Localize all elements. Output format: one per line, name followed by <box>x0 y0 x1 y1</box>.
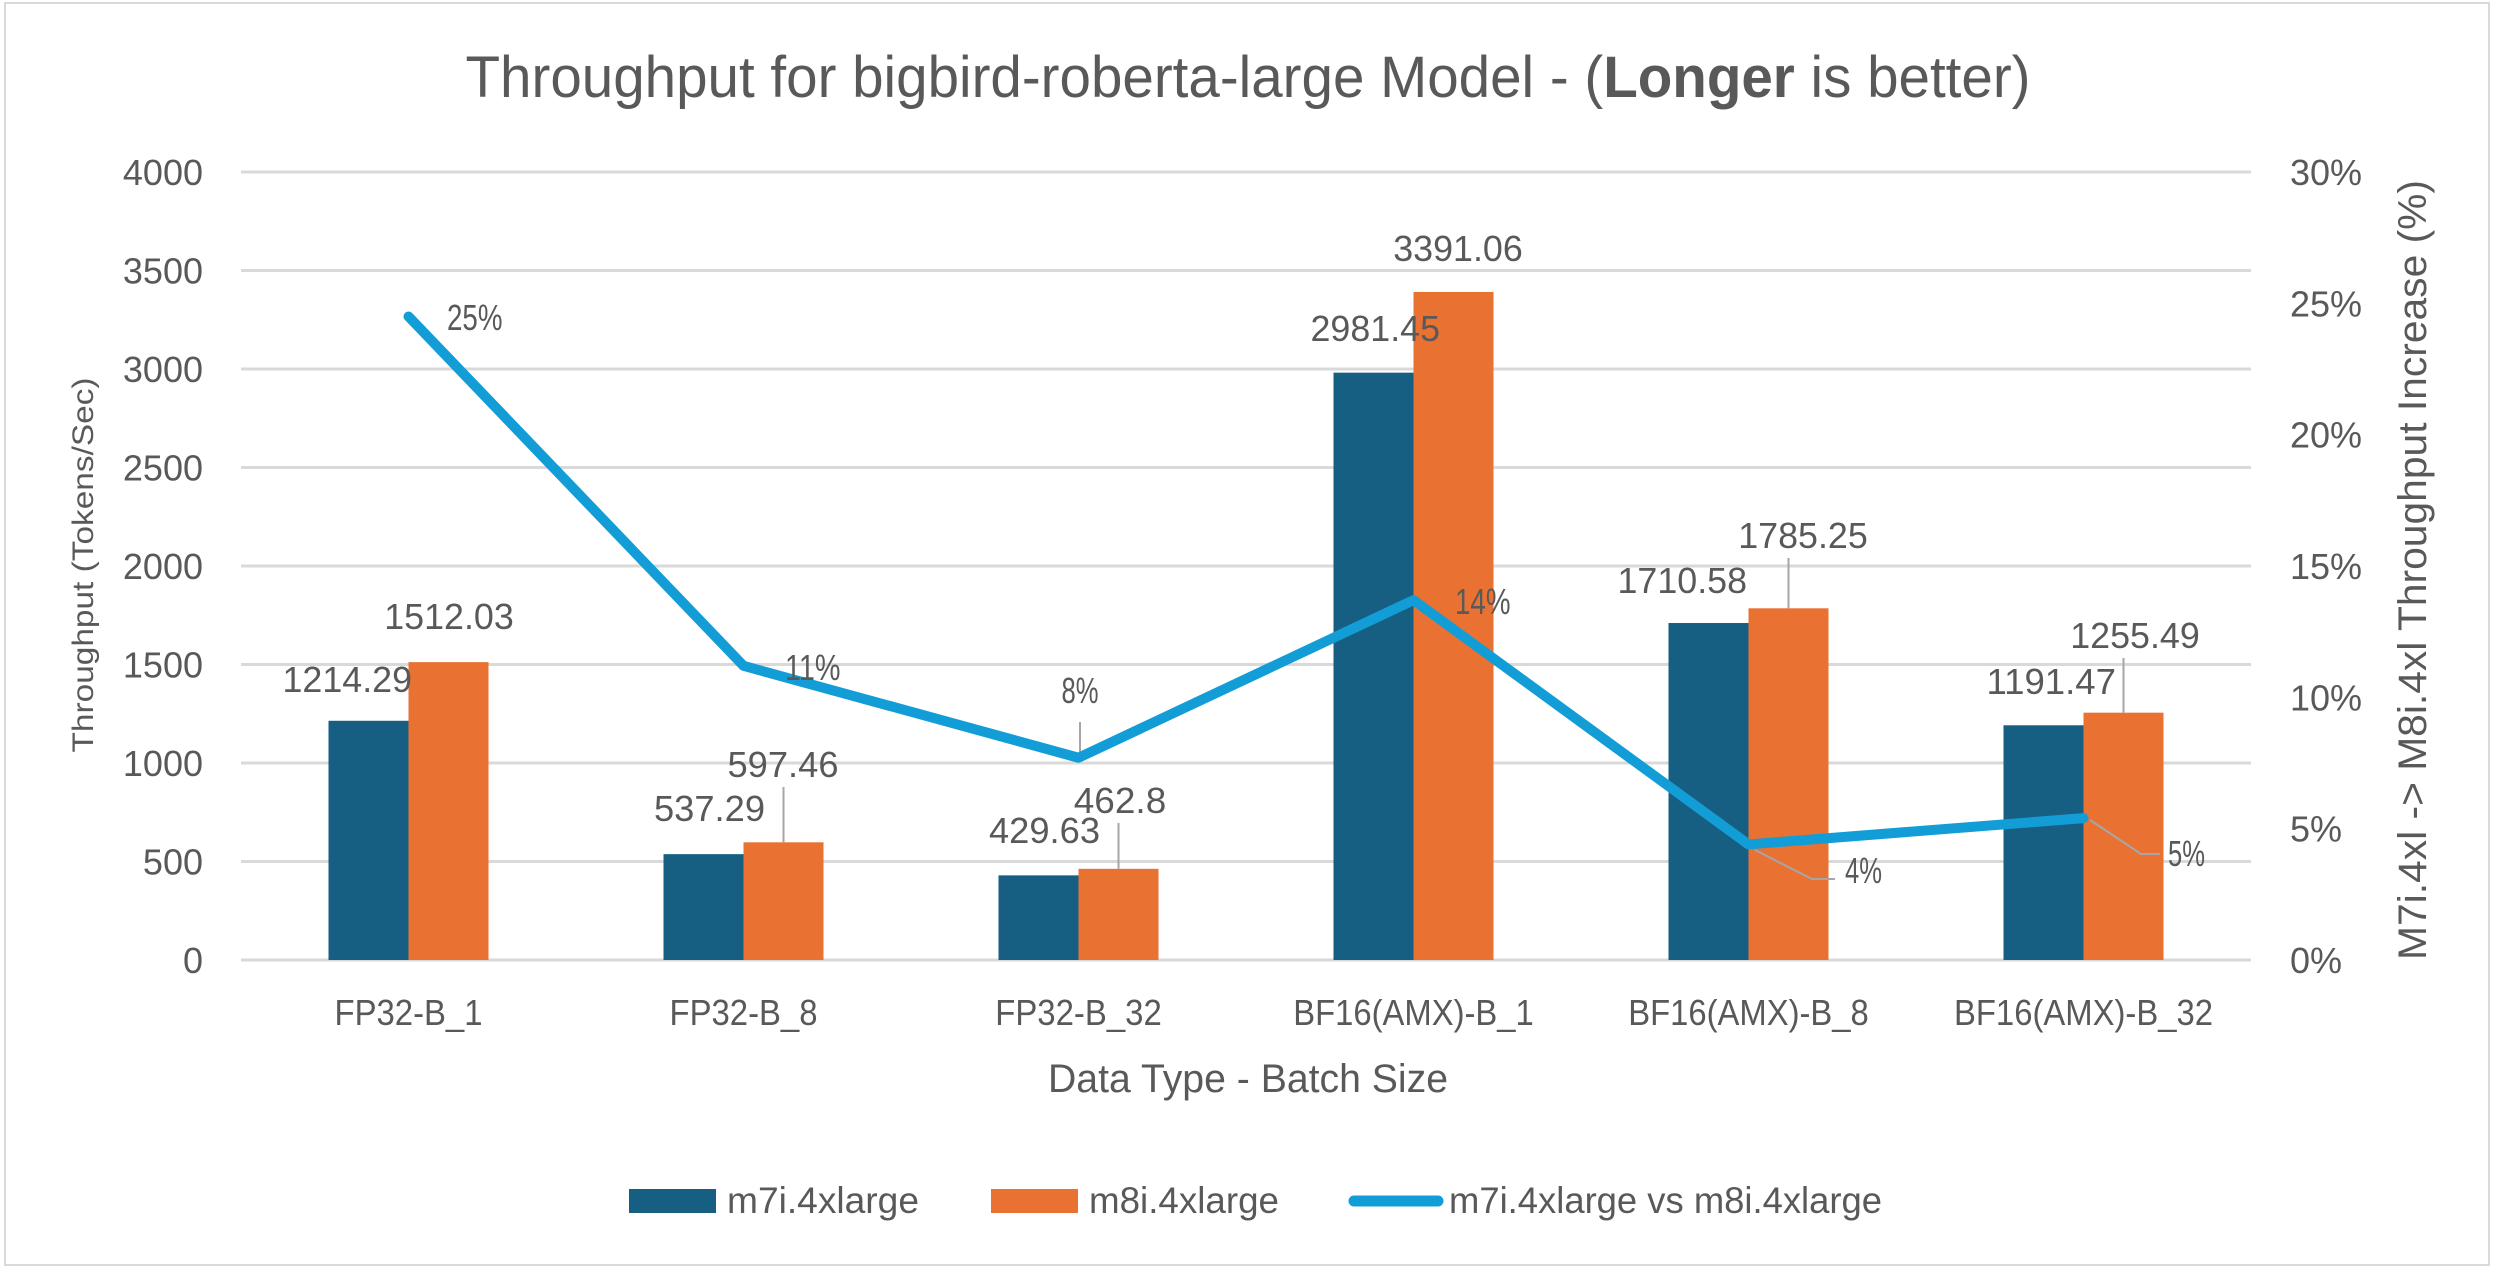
bar-m8i-4xlarge <box>743 842 824 960</box>
y2-tick-label: 5% <box>2290 809 2342 850</box>
chart-title-suffix: is better) <box>1795 45 2031 110</box>
legend-label-m8i: m8i.4xlarge <box>1089 1180 1279 1221</box>
line-label: 4% <box>1845 850 1882 891</box>
bar-m8i-4xlarge <box>408 662 489 960</box>
y-tick-label: 1000 <box>123 743 203 784</box>
chart-title-prefix: Throughput for bigbird-roberta-large Mod… <box>466 45 1604 110</box>
bar-label-m8i: 1785.25 <box>1738 515 1868 556</box>
legend: m7i.4xlarge m8i.4xlarge m7i.4xlarge vs m… <box>629 1180 1882 1221</box>
y2-tick-label: 30% <box>2290 152 2362 193</box>
line-label: 11% <box>785 647 841 688</box>
bar-label-m8i: 1255.49 <box>2070 615 2200 656</box>
bar-label-m8i: 3391.06 <box>1393 228 1523 269</box>
legend-label-comparison: m7i.4xlarge vs m8i.4xlarge <box>1449 1180 1882 1221</box>
x-tick-label: BF16(AMX)-B_8 <box>1628 992 1869 1033</box>
bar-label-m7i: 537.29 <box>654 788 765 829</box>
bar-m8i-4xlarge <box>2083 712 2164 960</box>
leader-lines <box>782 558 2160 880</box>
y2-tick-label: 10% <box>2290 677 2362 718</box>
x-tick-label: FP32-B_8 <box>670 992 818 1033</box>
y-axis-ticks: 0 500 1000 1500 2000 2500 3000 3500 4000 <box>123 152 203 981</box>
y-tick-label: 2500 <box>123 448 203 489</box>
y-axis-title: Throughput (Tokens/Sec) <box>67 378 100 753</box>
x-tick-label: FP32-B_1 <box>335 992 483 1033</box>
line-label: 8% <box>1062 670 1099 711</box>
legend-swatch-m7i <box>629 1189 716 1213</box>
bar-m7i-4xlarge <box>1333 372 1414 960</box>
bar-label-m8i: 1512.03 <box>384 596 514 637</box>
bars <box>328 291 2164 960</box>
line-comparison <box>403 311 2089 850</box>
legend-swatch-m8i <box>991 1189 1078 1213</box>
y2-tick-label: 0% <box>2290 940 2342 981</box>
line-label: 25% <box>447 297 503 338</box>
y2-tick-label: 20% <box>2290 415 2362 456</box>
y2-tick-label: 25% <box>2290 283 2362 324</box>
bar-label-m7i: 1191.47 <box>1987 661 2117 702</box>
leader-line <box>2089 819 2160 855</box>
legend-label-m7i: m7i.4xlarge <box>727 1180 919 1221</box>
bar-m7i-4xlarge <box>998 875 1079 960</box>
bar-label-m8i: 597.46 <box>728 744 839 785</box>
y-tick-label: 2000 <box>123 546 203 587</box>
bar-m8i-4xlarge <box>1748 608 1829 960</box>
gridlines <box>241 170 2251 962</box>
bar-label-m8i: 462.8 <box>1074 780 1167 821</box>
x-axis-title: Data Type - Batch Size <box>1048 1057 1448 1101</box>
x-tick-label: FP32-B_32 <box>995 992 1162 1033</box>
legend-item-m8i[interactable]: m8i.4xlarge <box>991 1180 1279 1221</box>
leader-line <box>1754 849 1835 880</box>
x-tick-label: BF16(AMX)-B_32 <box>1954 992 2213 1033</box>
y-tick-label: 3000 <box>123 349 203 390</box>
y-tick-label: 3500 <box>123 251 203 292</box>
y2-axis-ticks: 0% 5% 10% 15% 20% 25% 30% <box>2290 152 2362 981</box>
y2-tick-label: 15% <box>2290 546 2362 587</box>
bar-label-m7i: 1214.29 <box>283 659 413 700</box>
legend-item-m7i[interactable]: m7i.4xlarge <box>629 1180 919 1221</box>
y-tick-label: 0 <box>183 940 203 981</box>
chart-frame <box>4 2 2490 1266</box>
x-axis-ticks: FP32-B_1 FP32-B_8 FP32-B_32 BF16(AMX)-B_1 BF… <box>335 992 2214 1033</box>
bar-m7i-4xlarge <box>2003 725 2084 960</box>
line-label: 14% <box>1455 581 1511 622</box>
bar-m7i-4xlarge <box>663 854 744 960</box>
line-series <box>403 311 2089 850</box>
bar-label-m7i: 429.63 <box>989 810 1100 851</box>
legend-item-comparison[interactable]: m7i.4xlarge vs m8i.4xlarge <box>1348 1180 1882 1221</box>
chart-title-bold: Longer <box>1603 45 1795 110</box>
y-tick-label: 500 <box>143 842 203 883</box>
y-tick-label: 1500 <box>123 645 203 686</box>
x-tick-label: BF16(AMX)-B_1 <box>1293 992 1534 1033</box>
bar-m8i-4xlarge <box>1078 868 1159 960</box>
line-data-labels: 25% 11% 8% 14% 4% 5% <box>447 297 2205 891</box>
y-tick-label: 4000 <box>123 152 203 193</box>
bar-data-labels: 1214.29 537.29 429.63 2981.45 1710.58 1191.47… <box>283 228 2200 851</box>
line-label: 5% <box>2168 833 2205 874</box>
bar-m7i-4xlarge <box>328 720 409 960</box>
chart-title: Throughput for bigbird-roberta-large Mod… <box>466 45 2031 110</box>
bar-label-m7i: 1710.58 <box>1618 560 1748 601</box>
y2-axis-title: M7i.4xl -> M8i.4xl Throughput Increase (… <box>2391 180 2435 960</box>
bar-label-m7i: 2981.45 <box>1311 308 1441 349</box>
